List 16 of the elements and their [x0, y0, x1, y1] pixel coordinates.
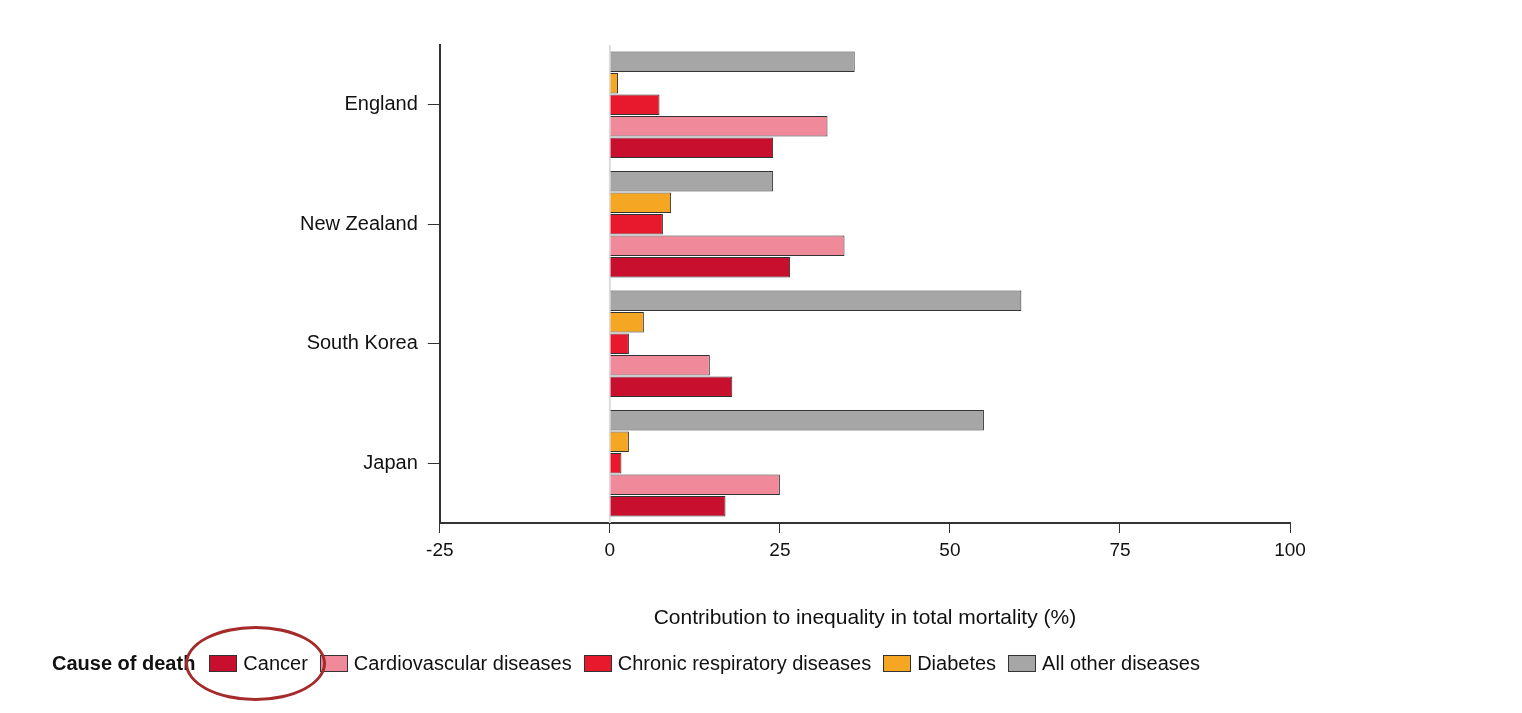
y-tick-label: South Korea [306, 331, 419, 354]
legend-label: Cardiovascular diseases [353, 652, 572, 675]
x-tick-label: 75 [1109, 538, 1131, 560]
x-tick-label: 25 [769, 538, 791, 560]
x-axis-title: Contribution to inequality in total mortality (%) [653, 605, 1077, 629]
x-tick-label: 100 [1274, 538, 1306, 560]
y-tick-label: New Zealand [300, 211, 418, 234]
x-tick-label: 0 [604, 538, 616, 560]
legend-label: All other diseases [1042, 652, 1200, 675]
legend-label: Chronic respiratory diseases [617, 652, 872, 675]
y-tick-label: England [344, 92, 418, 115]
legend-label: Cancer [243, 652, 308, 675]
x-tick-label: -25 [426, 538, 454, 560]
x-tick-label: 50 [939, 538, 961, 560]
y-tick-label: Japan [363, 450, 418, 473]
legend-label: Diabetes [917, 652, 997, 675]
